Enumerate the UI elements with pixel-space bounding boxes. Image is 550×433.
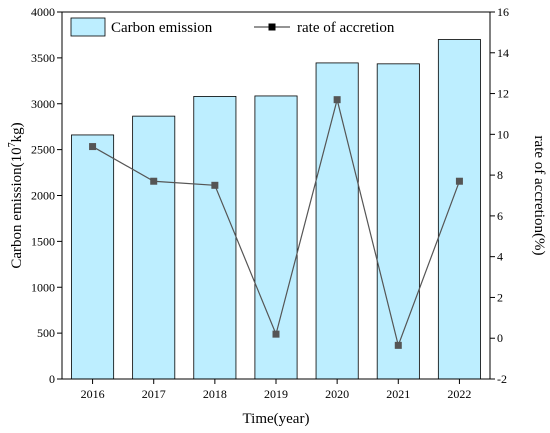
y2-tick-label: 8 xyxy=(497,168,503,182)
x-tick-label: 2021 xyxy=(386,387,410,401)
bar-2022 xyxy=(437,39,481,380)
y2-tick-label: 10 xyxy=(497,127,509,141)
rate-point-2022 xyxy=(455,177,463,185)
y2-tick-label: 0 xyxy=(497,331,503,345)
bar-2017 xyxy=(132,115,176,380)
axis-ticks: 0 500 1000 1500 2000 2500 3000 3500 4000 -2 0 2 4 6 8 1… xyxy=(31,5,509,401)
x-tick-label: 2018 xyxy=(203,387,227,401)
plot-marks xyxy=(71,39,481,380)
y-tick-label: 3000 xyxy=(31,97,55,111)
rate-point-2020 xyxy=(333,96,341,104)
x-tick-label: 2020 xyxy=(325,387,349,401)
x-tick-label: 2016 xyxy=(81,387,105,401)
bar-2021 xyxy=(376,63,420,380)
bar-2020 xyxy=(315,62,359,380)
x-tick-label: 2019 xyxy=(264,387,288,401)
y2-tick-label: -2 xyxy=(497,372,507,386)
rate-point-2021 xyxy=(394,341,402,349)
y-tick-label: 3500 xyxy=(31,51,55,65)
y-tick-label: 4000 xyxy=(31,5,55,19)
y2-tick-label: 6 xyxy=(497,209,503,223)
rate-point-2017 xyxy=(150,177,158,185)
y-tick-label: 1000 xyxy=(31,280,55,294)
x-axis-title: Time(year) xyxy=(243,411,310,427)
legend-swatch-carbon-emission xyxy=(70,17,106,37)
rate-point-2018 xyxy=(211,181,219,189)
y2-tick-label: 14 xyxy=(497,46,509,60)
legend: Carbon emission rate of accretion xyxy=(70,17,395,37)
y-tick-label: 0 xyxy=(49,372,55,386)
rate-point-2019 xyxy=(272,330,280,338)
x-tick-label: 2017 xyxy=(142,387,166,401)
bar-2016 xyxy=(71,134,115,380)
y-tick-label: 500 xyxy=(37,326,55,340)
y-tick-label: 2000 xyxy=(31,189,55,203)
y2-tick-label: 2 xyxy=(497,290,503,304)
y2-tick-label: 12 xyxy=(497,87,509,101)
legend-label-rate-of-accretion: rate of accretion xyxy=(297,20,395,36)
legend-label-carbon-emission: Carbon emission xyxy=(111,20,213,36)
x-tick-label: 2022 xyxy=(447,387,471,401)
y2-axis-title: rate of accretion(%) xyxy=(531,136,547,256)
y-tick-label: 1500 xyxy=(31,234,55,248)
y-axis-title: Carbon emission(107kg) xyxy=(7,122,25,268)
y-tick-label: 2500 xyxy=(31,143,55,157)
y2-tick-label: 4 xyxy=(497,250,503,264)
rate-point-2016 xyxy=(89,143,97,151)
bar-2018 xyxy=(193,96,237,380)
legend-marker-rate-of-accretion xyxy=(268,23,276,31)
y2-tick-label: 16 xyxy=(497,5,509,19)
